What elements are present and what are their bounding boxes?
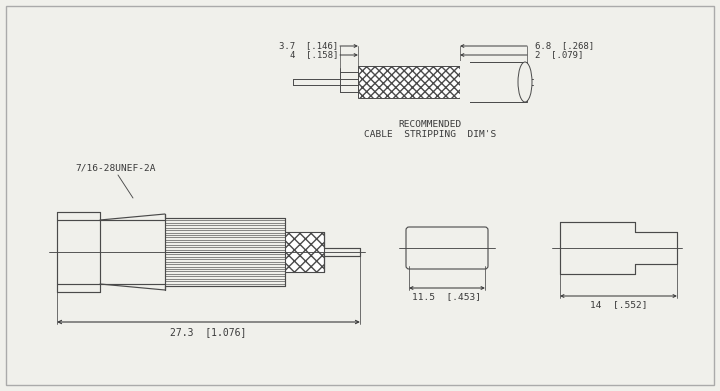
Bar (285, 232, 324, 272)
Text: 11.5  [.453]: 11.5 [.453] (413, 292, 482, 301)
Text: 14  [.552]: 14 [.552] (590, 301, 647, 310)
Text: RECOMMENDED: RECOMMENDED (398, 120, 462, 129)
Bar (358, 66, 460, 98)
Text: 27.3  [1.076]: 27.3 [1.076] (171, 327, 247, 337)
Bar (285, 232, 324, 272)
Text: 4  [.158]: 4 [.158] (289, 50, 338, 59)
Text: 7/16-28UNEF-2A: 7/16-28UNEF-2A (75, 163, 156, 172)
Text: 3.7  [.146]: 3.7 [.146] (279, 41, 338, 50)
Text: 6.8  [.268]: 6.8 [.268] (535, 41, 594, 50)
Text: CABLE  STRIPPING  DIM'S: CABLE STRIPPING DIM'S (364, 130, 496, 139)
Bar (358, 66, 460, 98)
Ellipse shape (518, 62, 532, 102)
Text: 2  [.079]: 2 [.079] (535, 50, 583, 59)
FancyBboxPatch shape (406, 227, 488, 269)
Bar (460, 61, 470, 103)
Bar (460, 62, 527, 102)
